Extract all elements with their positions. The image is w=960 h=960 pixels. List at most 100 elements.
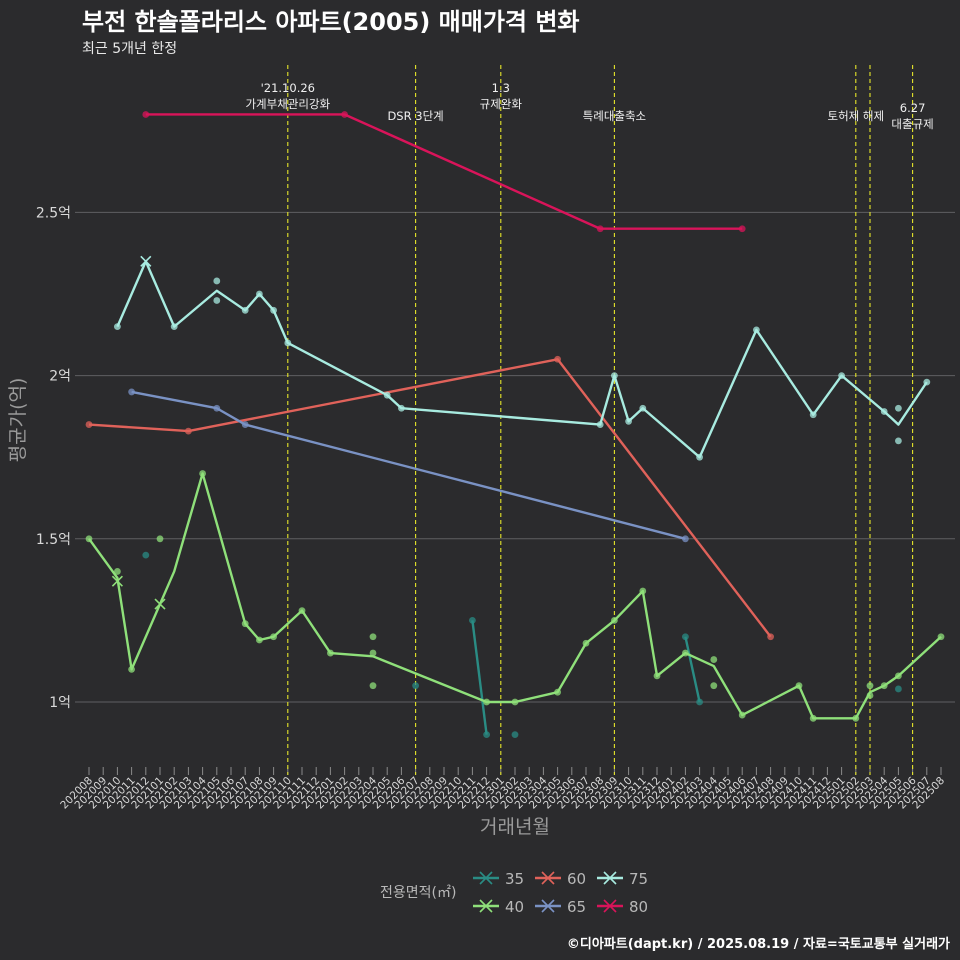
event-label: 대출규제 (891, 117, 933, 131)
series-40-point (114, 568, 121, 575)
series-40-point (895, 672, 902, 680)
series-40-point (369, 633, 377, 641)
legend-label-60: 60 (567, 870, 586, 888)
series-75-point (809, 411, 817, 419)
series-40-point (880, 682, 888, 690)
legend-key-cross-65 (541, 899, 555, 913)
legend-key-cross-60 (541, 871, 555, 885)
event-label: 가계부채관리강화 (245, 97, 330, 111)
series-40-point (128, 665, 136, 673)
chart-subtitle: 최근 5개년 한정 (82, 41, 178, 57)
series-65-point (241, 421, 249, 428)
legend-label-35: 35 (505, 870, 524, 888)
series-35-point (682, 633, 689, 641)
series-40-point (511, 698, 519, 706)
series-40-point (327, 649, 334, 657)
series-40-line (88, 472, 942, 720)
series-75-point (625, 417, 632, 425)
series-75-point (596, 421, 604, 428)
series-40-point (270, 633, 277, 641)
legend-title: 전용면적(㎡) (380, 885, 456, 901)
series-40-point (298, 607, 306, 615)
series-75-point (213, 277, 221, 285)
series-40-point (483, 698, 490, 706)
legend-key-cross-40 (479, 899, 493, 913)
series-75-point (170, 323, 178, 331)
series-75-point (895, 404, 902, 412)
series-40-point (256, 636, 263, 644)
series-40-point (866, 692, 874, 699)
series-80-point (142, 111, 150, 118)
series-75-point (114, 323, 121, 331)
series-35-point (511, 731, 519, 739)
series-40-point (199, 470, 207, 477)
series-75-point (398, 404, 405, 412)
series-65-line (131, 390, 686, 540)
series-40-point (710, 682, 718, 690)
legend-label-40: 40 (505, 898, 524, 916)
series-35-point (696, 698, 703, 706)
series-75-point (284, 339, 292, 347)
series-35-line (471, 620, 488, 735)
legend-label-75: 75 (629, 870, 648, 888)
series-35-line (684, 636, 701, 703)
series-35-point (142, 551, 150, 559)
series-40-point (795, 682, 803, 690)
series-40-point (582, 639, 590, 647)
series-40-point (852, 714, 860, 722)
series-75-point (241, 306, 249, 314)
legend-label-80: 80 (629, 898, 648, 916)
series-80-point (596, 225, 604, 233)
series-60-point (767, 633, 774, 641)
series-75-point (256, 290, 263, 298)
legend-key-cross-75 (603, 871, 617, 885)
y-tick-label: 2.5억 (36, 205, 71, 221)
series-65-point (682, 535, 689, 543)
event-label: 토허제 해제 (828, 109, 885, 123)
series-75-point (696, 453, 703, 461)
series-35-point (483, 731, 490, 739)
series-75-point (923, 378, 931, 386)
event-label: 규제완화 (480, 97, 523, 111)
series-40-point (937, 633, 945, 641)
event-label: DSR 3단계 (387, 109, 443, 123)
series-65-point (213, 404, 221, 412)
series-40-point (369, 682, 377, 690)
series-75-point (383, 391, 391, 399)
series-80-point (341, 111, 348, 118)
series-40-point (156, 535, 164, 543)
y-tick-label: 1억 (49, 695, 71, 711)
x-axis-title: 거래년월 (480, 816, 550, 838)
series-40-point (241, 620, 249, 628)
series-75-cross-marker (140, 255, 152, 267)
chart-title: 부전 한솔폴라리스 아파트(2005) 매매가격 변화 (82, 8, 580, 36)
series-75-point (895, 437, 902, 445)
y-axis-title: 평균가(억) (7, 378, 29, 463)
event-label: 특례대출축소 (583, 109, 646, 123)
series-75-point (838, 372, 845, 379)
series-40-point (369, 649, 377, 657)
y-tick-label: 2억 (49, 369, 71, 385)
series-80-point (738, 225, 746, 233)
legend-key-cross-80 (603, 899, 617, 913)
series-40-point (809, 714, 817, 722)
series-60-point (185, 427, 192, 435)
series-40-cross-marker (111, 575, 123, 587)
series-65-point (128, 388, 136, 396)
series-60-line (88, 358, 772, 638)
series-40-point (866, 682, 874, 690)
series-60-point (85, 421, 93, 428)
series-75-point (639, 404, 647, 412)
series-40-point (710, 656, 718, 663)
series-75-point (753, 326, 760, 334)
event-label: 1.3 (492, 81, 510, 95)
series-40-cross-marker (154, 598, 166, 610)
series-40-point (639, 587, 647, 595)
series-80-line (145, 113, 743, 230)
series-40-point (554, 688, 561, 696)
series-35-point (895, 685, 902, 693)
series-40-point (738, 711, 746, 719)
series-75-point (270, 306, 277, 314)
series-35-point (469, 617, 476, 624)
